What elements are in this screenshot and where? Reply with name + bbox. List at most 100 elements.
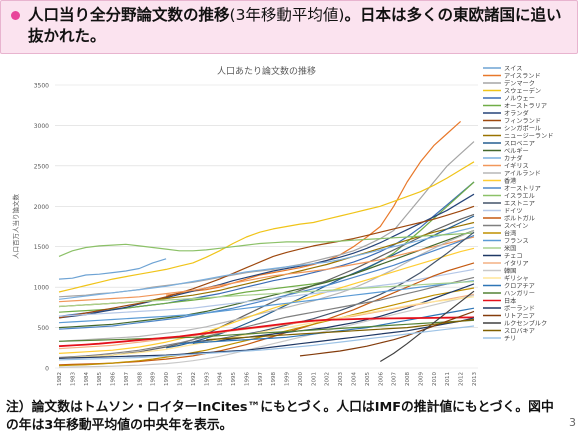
series-line (58, 236, 475, 303)
legend-entry: チェコ (504, 253, 523, 260)
x-tick-label: 1995 (231, 372, 237, 386)
series-line (58, 213, 475, 359)
series-line (58, 161, 475, 293)
legend-entry: イスラエル (504, 193, 535, 200)
y-tick-label: 1000 (34, 285, 49, 292)
series-line (58, 229, 475, 329)
x-tick-label: 1986 (111, 372, 117, 386)
series-line (206, 318, 475, 341)
x-tick-label: 1999 (285, 372, 291, 386)
legend-entry: クロアチア (504, 283, 535, 290)
y-tick-label: 3000 (34, 123, 49, 130)
y-tick-label: 500 (38, 325, 50, 332)
legend-entry: オーストラリア (504, 103, 547, 110)
x-tick-label: 2004 (352, 372, 358, 386)
title-sub: (3年移動平均値) (229, 6, 345, 24)
y-tick-label: 3500 (34, 83, 49, 90)
series-line (379, 290, 475, 363)
title-rest: 。日本は多くの東欧諸国に追い抜かれた。 (28, 6, 562, 45)
series-line (58, 316, 475, 348)
chart-title: 人口あたり論文数の推移 (217, 65, 316, 77)
x-tick-label: 2013 (472, 372, 478, 386)
series-line (58, 280, 475, 308)
series-line (58, 294, 475, 368)
series-line (58, 205, 475, 319)
x-tick-label: 1996 (244, 372, 250, 386)
series-line (58, 234, 475, 330)
x-tick-label: 1987 (124, 372, 130, 386)
y-axis-label: 人口百万人当り論文数 (11, 194, 20, 260)
legend-entry: アイルランド (504, 170, 541, 177)
x-tick-label: 2002 (325, 372, 331, 386)
x-tick-label: 2001 (311, 372, 317, 386)
x-tick-label: 2005 (365, 372, 371, 386)
legend-entry: スイス (504, 65, 522, 72)
series-line (58, 276, 475, 359)
series-line (58, 317, 475, 359)
x-tick-label: 2003 (338, 372, 344, 386)
legend-entry: カナダ (504, 154, 523, 162)
x-tick-label: 2011 (445, 372, 451, 386)
legend-entry: ノルウェー (504, 94, 535, 102)
x-tick-label: 1983 (70, 372, 76, 386)
legend-entry: ポルトガル (504, 214, 535, 222)
legend-entry: 韓国 (504, 267, 516, 275)
series-line (58, 247, 475, 354)
x-tick-label: 1998 (271, 372, 277, 386)
x-tick-label: 1990 (164, 372, 170, 386)
slide-title: 人口当り全分野論文数の推移(3年移動平均値)。日本は多くの東欧諸国に追い抜かれた… (28, 5, 573, 47)
series-line (58, 268, 475, 317)
bullet-icon (11, 11, 20, 20)
series-line (58, 226, 475, 300)
x-tick-label: 1982 (57, 372, 63, 386)
series-line (299, 310, 475, 357)
page-number: 3 (569, 416, 576, 429)
series-line (58, 280, 475, 324)
legend-entry: リトアニア (504, 313, 535, 320)
y-tick-label: 2500 (34, 163, 49, 170)
x-tick-label: 1985 (97, 372, 103, 386)
legend-entry: ポーランド (504, 304, 535, 312)
legend-entry: ルクセンブルク (504, 319, 547, 327)
x-tick-label: 1994 (218, 372, 224, 386)
series-line (58, 296, 475, 359)
line-chart: 人口あたり論文数の推移 0 500 1000 1500 2000 2500 3000 3500 1… (11, 65, 553, 386)
y-tick-label: 0 (45, 366, 49, 373)
legend-entry: シンガポール (504, 124, 541, 132)
legend-entry: スロベニア (504, 140, 535, 147)
legend-entry: デンマーク (504, 79, 535, 87)
footnote: 注）論文数はトムソン・ロイターInCites™にもとづく。人口はIMFの推計値に… (6, 400, 554, 433)
legend-entry: スウェーデン (504, 87, 541, 95)
title-main: 人口当り全分野論文数の推移 (28, 6, 230, 24)
legend-entry: オーストリア (504, 185, 541, 192)
x-tick-label: 1992 (191, 372, 197, 386)
x-tick-label: 2007 (392, 372, 398, 386)
legend-entry: 米国 (504, 244, 516, 252)
legend-entry: ドイツ (504, 208, 523, 215)
legend-entry: イタリア (504, 259, 529, 267)
x-tick-label: 2008 (405, 372, 411, 386)
series-line (58, 325, 475, 361)
title-banner: 人口当り全分野論文数の推移(3年移動平均値)。日本は多くの東欧諸国に追い抜かれた… (0, 0, 578, 54)
legend-entry: イギリス (504, 163, 529, 170)
x-tick-label: 1993 (204, 372, 210, 386)
y-tick-label: 1500 (34, 244, 49, 251)
x-tick-label: 1988 (137, 372, 143, 386)
legend-entry: チリ (504, 335, 516, 342)
legend-entry: エストニア (504, 200, 535, 207)
series-line (58, 319, 475, 342)
x-tick-label: 2006 (378, 372, 384, 386)
legend-entry: アイスランド (504, 73, 541, 80)
legend-entry: ベルギー (504, 148, 529, 155)
x-tick-label: 2010 (432, 372, 438, 386)
series-line (58, 232, 475, 257)
series-line (58, 193, 475, 319)
legend-entry: 台湾 (504, 229, 516, 237)
x-tick-label: 2009 (418, 372, 424, 386)
legend-entry: 日本 (504, 297, 516, 305)
legend-entry: オランダ (504, 109, 529, 117)
legend-entry: スペイン (504, 223, 528, 230)
series-line (58, 229, 475, 342)
x-tick-label: 2012 (459, 372, 465, 386)
series-line (179, 231, 475, 345)
